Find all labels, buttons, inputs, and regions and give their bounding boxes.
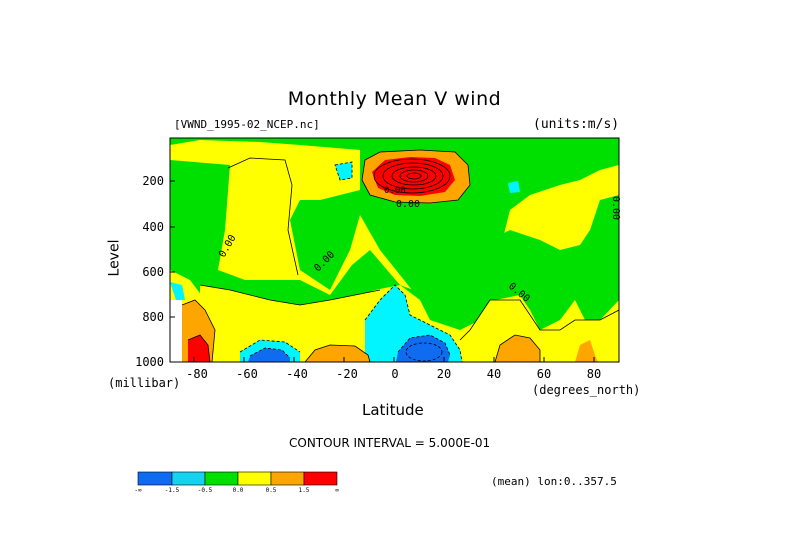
x-tick-label: 0 (391, 367, 399, 381)
colorbar-label: -0.5 (197, 487, 213, 494)
x-tick-label: -20 (336, 367, 358, 381)
colorbar-swatch (237, 471, 272, 486)
colorbar-swatch (137, 471, 173, 486)
y-tick-label: 800 (142, 310, 164, 324)
fill-missing (170, 300, 182, 362)
x-tick-label: 40 (486, 367, 502, 381)
fill-yellow-lower (200, 285, 390, 362)
fill-orange-south (305, 345, 370, 362)
fill-blue-equator (396, 335, 450, 362)
contour-label: 0.00 (610, 196, 621, 220)
colorbar-label: 0.5 (265, 487, 277, 494)
x-axis-label: Latitude (362, 401, 424, 419)
fill-cyan-small (335, 162, 352, 180)
fill-red-left (188, 335, 210, 362)
fill-yellow-right-lower (450, 300, 619, 362)
fill-cyan-left (170, 282, 185, 300)
fill-blue-south (248, 348, 290, 362)
x-tick-label: 80 (586, 367, 602, 381)
y-tick-label: 200 (142, 174, 164, 188)
colorbar-swatch (204, 471, 239, 486)
contour-fill (170, 138, 619, 362)
colorbar-swatch (303, 471, 338, 486)
colorbar-label: 0.0 (232, 487, 244, 494)
y-axis-label: Level (106, 239, 123, 277)
y-tick-label: 400 (142, 220, 164, 234)
units-label: (units:m/s) (533, 117, 620, 132)
x-tick-label: -40 (286, 367, 308, 381)
x-tick-label: 20 (436, 367, 452, 381)
x-axis-unit: (degrees_north) (532, 383, 641, 397)
mean-text: (mean) lon:0..357.5 (491, 475, 617, 488)
fill-yellow-left (222, 158, 298, 280)
x-tick-label: -60 (236, 367, 258, 381)
y-axis-unit: (millibar) (108, 376, 181, 390)
contour-label: 0.00 (396, 199, 420, 210)
page-title: Monthly Mean V wind (287, 88, 502, 110)
contour-label: 0.00 (384, 186, 406, 196)
x-tick-label: 60 (536, 367, 552, 381)
y-tick-label: 600 (142, 265, 164, 279)
x-tick-label: -80 (186, 367, 208, 381)
colorbar-label: 1.5 (298, 487, 310, 494)
y-tick-label: 1000 (135, 355, 164, 369)
colorbar-swatch (171, 471, 206, 486)
contour-interval-text: CONTOUR INTERVAL = 5.000E-01 (289, 436, 491, 450)
colorbar-label: -1.5 (164, 487, 180, 494)
colorbar-label: ∞ (335, 487, 339, 494)
fill-green-mid (170, 160, 619, 330)
fill-cyan-small2 (508, 181, 520, 193)
colorbar-label: -∞ (134, 487, 142, 494)
fill-orange-right (495, 335, 540, 362)
colorbar (137, 471, 338, 486)
tick-marks (170, 180, 595, 362)
colorbar-swatch (270, 471, 305, 486)
fill-orange-far-right (575, 340, 598, 362)
file-label: [VWND_1995-02_NCEP.nc] (174, 118, 320, 131)
